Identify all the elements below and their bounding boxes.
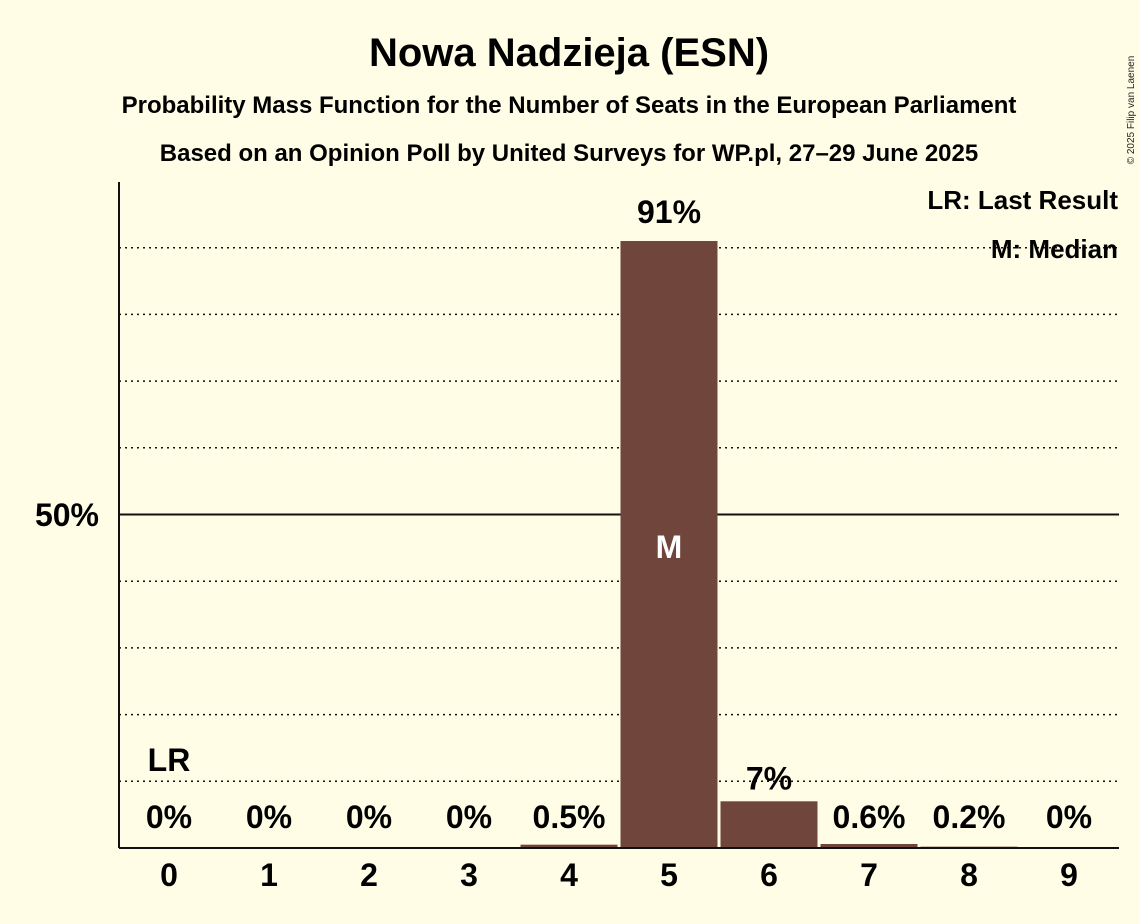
chart-subtitle: Probability Mass Function for the Number… <box>122 92 1017 119</box>
value-label-seat-7: 0.6% <box>833 799 906 835</box>
x-tick-label-7: 7 <box>860 857 878 893</box>
bar-seat-6 <box>720 801 818 848</box>
x-tick-label-0: 0 <box>160 857 178 893</box>
bar-seat-7 <box>820 843 918 848</box>
legend-median: M: Median <box>991 234 1118 264</box>
value-label-seat-9: 0% <box>1046 799 1092 835</box>
value-label-seat-4: 0.5% <box>533 799 606 835</box>
value-label-seat-5: 91% <box>637 194 701 230</box>
x-tick-label-5: 5 <box>660 857 678 893</box>
bar-seat-5 <box>620 241 718 848</box>
bar-seat-4 <box>520 844 618 848</box>
x-tick-label-2: 2 <box>360 857 378 893</box>
x-tick-label-1: 1 <box>260 857 278 893</box>
last-result-marker: LR <box>148 742 191 778</box>
value-label-seat-3: 0% <box>446 799 492 835</box>
chart-title: Nowa Nadzieja (ESN) <box>369 31 769 75</box>
value-label-seat-0: 0% <box>146 799 192 835</box>
value-label-seat-2: 0% <box>346 799 392 835</box>
copyright-notice: © 2025 Filip van Laenen <box>1126 56 1137 165</box>
y-tick-label-50: 50% <box>35 497 99 533</box>
chart-source: Based on an Opinion Poll by United Surve… <box>160 140 978 167</box>
value-label-seat-1: 0% <box>246 799 292 835</box>
value-label-seat-8: 0.2% <box>933 799 1006 835</box>
x-tick-label-4: 4 <box>560 857 578 893</box>
legend-last-result: LR: Last Result <box>927 185 1118 215</box>
x-tick-label-9: 9 <box>1060 857 1078 893</box>
median-marker: M <box>656 529 683 565</box>
x-tick-label-3: 3 <box>460 857 478 893</box>
x-tick-label-6: 6 <box>760 857 778 893</box>
x-tick-label-8: 8 <box>960 857 978 893</box>
value-label-seat-6: 7% <box>746 760 792 796</box>
